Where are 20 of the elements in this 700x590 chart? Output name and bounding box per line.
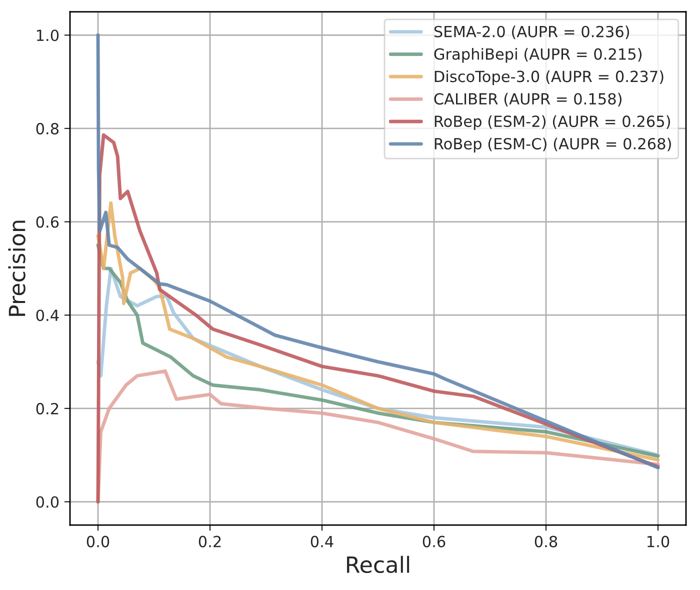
y-tick-label: 0.2 — [36, 402, 58, 414]
x-tick-label: 0.0 — [86, 536, 110, 548]
x-tick-label: 0.4 — [310, 536, 334, 548]
x-axis-title: Recall — [347, 556, 410, 574]
legend-label: SEMA-2.0 (AUPR = 0.236) — [434, 26, 630, 40]
y-tick-label: 0.0 — [36, 496, 59, 508]
y-tick-label: 0.6 — [36, 216, 59, 228]
x-tick-label: 0.2 — [198, 536, 221, 548]
legend-label: GraphiBepi (AUPR = 0.215) — [434, 48, 642, 63]
legend-label: DiscoTope-3.0 (AUPR = 0.237) — [434, 70, 664, 86]
legend-label: RoBep (ESM-C) (AUPR = 0.268) — [434, 138, 671, 152]
legend-label: RoBep (ESM-2) (AUPR = 0.265) — [434, 115, 670, 130]
x-tick-label: 0.6 — [422, 536, 446, 548]
y-tick-label: 0.4 — [36, 310, 59, 322]
y-axis-title: Precision — [8, 220, 26, 316]
x-tick-label: 0.8 — [534, 536, 558, 548]
x-tick-label: 1.0 — [648, 536, 670, 548]
legend-label: CALIBER (AUPR = 0.158) — [434, 92, 622, 106]
y-tick-label: 0.8 — [36, 122, 59, 134]
y-tick-label: 1.0 — [36, 30, 59, 42]
